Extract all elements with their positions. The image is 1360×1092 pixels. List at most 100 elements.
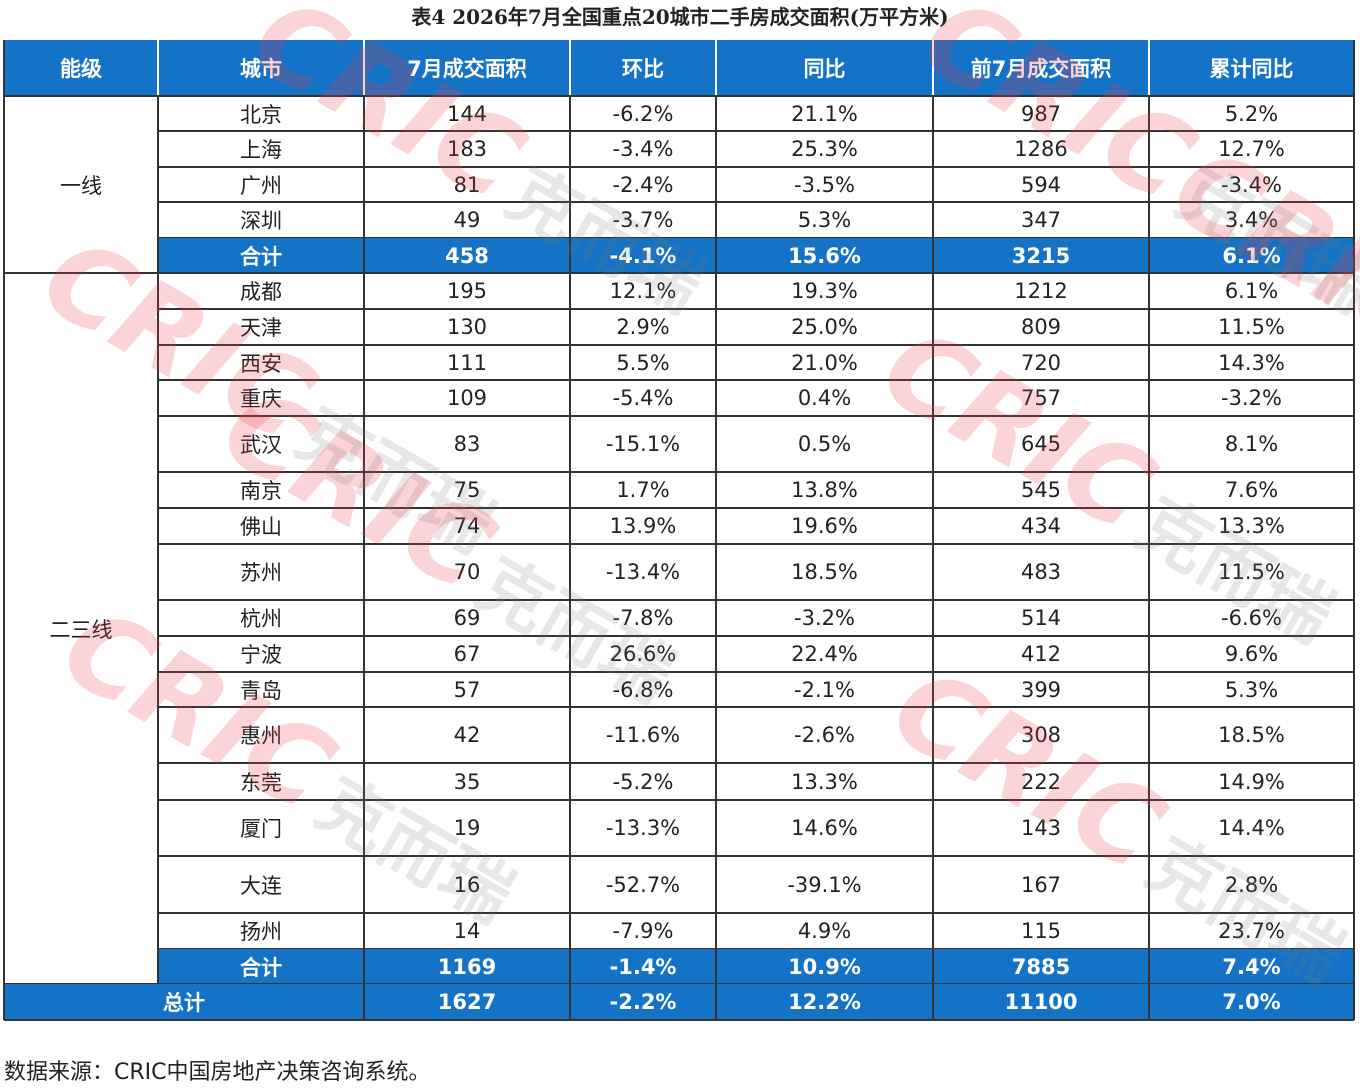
col-line [715,96,717,273]
header-cell: 前7月成交面积 [933,40,1149,96]
col-line [569,40,571,96]
city-cell: 武汉 [240,433,282,457]
value-cell: 2.9% [616,315,670,339]
value-cell: -3.7% [612,208,674,232]
value-cell: 195 [446,279,488,303]
value-cell: -7.8% [612,606,674,630]
value-cell: 167 [1020,872,1062,897]
value-cell: 109 [446,386,488,410]
value-cell: -13.4% [605,560,681,584]
value-cell: 4.9% [797,919,852,943]
value-cell: 347 [1020,208,1062,232]
value-cell: 483 [1020,560,1062,584]
value-cell: -52.7% [605,872,681,897]
row-line [158,308,1354,310]
value-cell: 1286 [1014,137,1068,161]
value-cell: 83 [453,432,481,456]
header-cell: 城市 [158,40,364,96]
value-cell: 1212 [1014,279,1068,303]
col-line [1148,96,1150,273]
col-line [569,273,571,984]
city-cell: 青岛 [240,678,282,703]
city-cell: 扬州 [240,920,282,944]
col-line [157,273,159,984]
city-cell: 佛山 [240,515,282,539]
value-cell: 183 [446,137,488,161]
col-line [932,273,934,984]
value-cell: 3.4% [1224,208,1279,232]
city-cell: 南京 [240,479,282,503]
value-cell: -13.3% [605,816,681,840]
header-cell: 环比 [570,40,716,96]
value-cell: 67 [453,642,481,666]
value-cell: 13.9% [609,514,677,538]
value-cell: -5.4% [612,386,674,410]
col-line [1148,273,1150,984]
value-cell: 412 [1020,642,1062,666]
col-line [3,40,5,1020]
value-cell: 22.4% [791,642,858,666]
header-cell: 同比 [716,40,933,96]
city-cell: 成都 [240,280,282,304]
value-cell: 757 [1020,386,1062,410]
subtotal-cell: 合计 [158,238,364,273]
value-cell: 144 [446,101,488,126]
value-cell: 222 [1020,769,1062,794]
value-cell: 0.5% [797,432,852,456]
level-cell: 二三线 [49,617,113,642]
col-line [363,40,365,96]
value-cell: 308 [1020,723,1062,747]
value-cell: -6.2% [612,101,674,126]
value-cell: -11.6% [605,723,681,747]
value-cell: 399 [1020,677,1062,702]
value-cell: 26.6% [609,642,677,666]
row-line [158,762,1354,764]
value-cell: 19.6% [791,514,858,538]
value-cell: 42 [453,723,481,747]
row-line [158,130,1354,132]
value-cell: 57 [453,677,481,702]
header-cell: 累计同比 [1149,40,1354,96]
value-cell: 81 [453,172,481,197]
row-line [4,1019,1354,1021]
value-cell: 809 [1020,315,1062,339]
value-cell: 25.0% [791,315,858,339]
value-cell: 16 [453,872,481,897]
row-line [158,635,1354,637]
city-cell: 深圳 [240,209,282,233]
col-line [363,273,365,984]
value-cell: 1.7% [616,478,670,502]
total-cell: 12.2% [716,984,933,1020]
value-cell: 987 [1020,101,1062,126]
value-cell: 70 [453,560,481,584]
row-line [158,671,1354,673]
col-line [569,984,571,1020]
city-cell: 天津 [240,316,282,340]
value-cell: 19 [453,816,481,840]
city-cell: 重庆 [240,387,282,411]
subtotal-cell: 合计 [158,949,364,984]
value-cell: 23.7% [1218,919,1285,943]
value-cell: 25.3% [791,137,858,161]
subtotal-cell: 6.1% [1149,238,1354,273]
header-cell: 能级 [4,40,158,96]
city-cell: 厦门 [240,817,282,841]
row-line [158,379,1354,381]
value-cell: 13.3% [1218,514,1285,538]
value-cell: 5.3% [797,208,852,232]
source: 数据来源：CRIC中国房地产决策咨询系统。 [4,1060,431,1085]
value-cell: -3.4% [1221,172,1282,197]
city-cell: 广州 [240,173,282,198]
row-line [158,799,1354,801]
subtotal-cell: 15.6% [716,238,933,273]
row-line [158,507,1354,509]
value-cell: 14 [453,919,481,943]
value-cell: 5.5% [616,350,670,375]
row-line [158,344,1354,346]
row-line [158,599,1354,601]
value-cell: 115 [1020,919,1062,943]
value-cell: -3.2% [1221,386,1282,410]
value-cell: 75 [453,478,481,502]
city-cell: 北京 [240,102,282,127]
value-cell: 14.4% [1218,816,1285,840]
